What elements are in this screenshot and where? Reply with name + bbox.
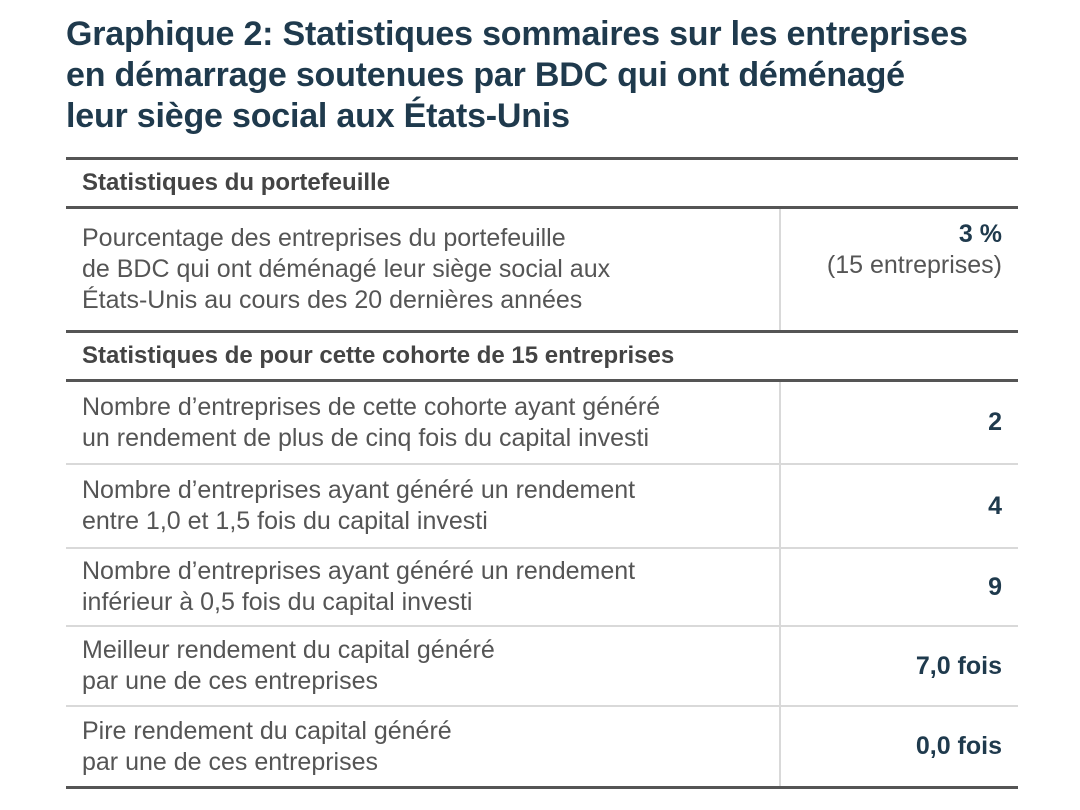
row-label: Nombre d’entreprises ayant généré un ren… <box>66 465 781 547</box>
title-line: Graphique 2: Statistiques sommaires sur … <box>66 15 968 53</box>
row-value-main: 4 <box>988 491 1002 520</box>
row-value-main: 7,0 fois <box>915 651 1002 680</box>
row-label: Pire rendement du capital généré par une… <box>66 707 781 786</box>
table-row: Pourcentage des entreprises du portefeui… <box>66 209 1018 333</box>
row-label-line: entre 1,0 et 1,5 fois du capital investi <box>82 507 488 535</box>
row-value: 4 <box>781 465 1018 547</box>
row-label-line: Pourcentage des entreprises du portefeui… <box>82 224 566 252</box>
row-value: 7,0 fois <box>781 627 1018 705</box>
row-value-main: 2 <box>988 408 1002 436</box>
table-row: Meilleur rendement du capital généré par… <box>66 627 1018 707</box>
table-row: Pire rendement du capital généré par une… <box>66 707 1018 789</box>
chart-title: Graphique 2: Statistiques sommaires sur … <box>66 14 1026 137</box>
section-header-cohort: Statistiques de pour cette cohorte de 15… <box>66 333 1018 382</box>
row-value-main: 3 % <box>958 220 1002 248</box>
row-value-main: 0,0 fois <box>915 732 1002 760</box>
row-value: 3 % (15 entreprises) <box>781 209 1018 330</box>
table-row: Nombre d’entreprises ayant généré un ren… <box>66 465 1018 549</box>
row-label-line: inférieur à 0,5 fois du capital investi <box>82 588 473 616</box>
title-line: leur siège social aux États-Unis <box>66 97 570 135</box>
row-label-line: un rendement de plus de cinq fois du cap… <box>82 423 650 452</box>
row-label-line: par une de ces entreprises <box>82 747 379 776</box>
row-label-line: Meilleur rendement du capital généré <box>82 636 495 664</box>
row-label: Nombre d’entreprises de cette cohorte ay… <box>66 382 781 463</box>
row-label-line: États-Unis au cours des 20 dernières ann… <box>82 286 583 314</box>
row-label: Nombre d’entreprises ayant généré un ren… <box>66 549 781 625</box>
row-value: 0,0 fois <box>781 707 1018 786</box>
row-value-sub: (15 entreprises) <box>826 251 1002 279</box>
row-value: 9 <box>781 549 1018 625</box>
row-label-line: Pire rendement du capital généré <box>82 716 452 745</box>
row-value: 2 <box>781 382 1018 463</box>
row-label-line: Nombre d’entreprises de cette cohorte ay… <box>82 392 661 421</box>
row-label-line: Nombre d’entreprises ayant généré un ren… <box>82 557 636 585</box>
statistics-table: Statistiques du portefeuille Pourcentage… <box>66 157 1018 789</box>
row-label-line: par une de ces entreprises <box>82 667 379 695</box>
table-row: Nombre d’entreprises de cette cohorte ay… <box>66 382 1018 465</box>
row-label: Pourcentage des entreprises du portefeui… <box>66 209 781 330</box>
row-label-line: Nombre d’entreprises ayant généré un ren… <box>82 476 636 504</box>
table-row: Nombre d’entreprises ayant généré un ren… <box>66 549 1018 627</box>
row-value-main: 9 <box>988 572 1002 601</box>
title-line: en démarrage soutenues par BDC qui ont d… <box>66 56 905 94</box>
section-header-portfolio: Statistiques du portefeuille <box>66 160 1018 209</box>
row-label-line: de BDC qui ont déménagé leur siège socia… <box>82 255 611 283</box>
row-label: Meilleur rendement du capital généré par… <box>66 627 781 705</box>
